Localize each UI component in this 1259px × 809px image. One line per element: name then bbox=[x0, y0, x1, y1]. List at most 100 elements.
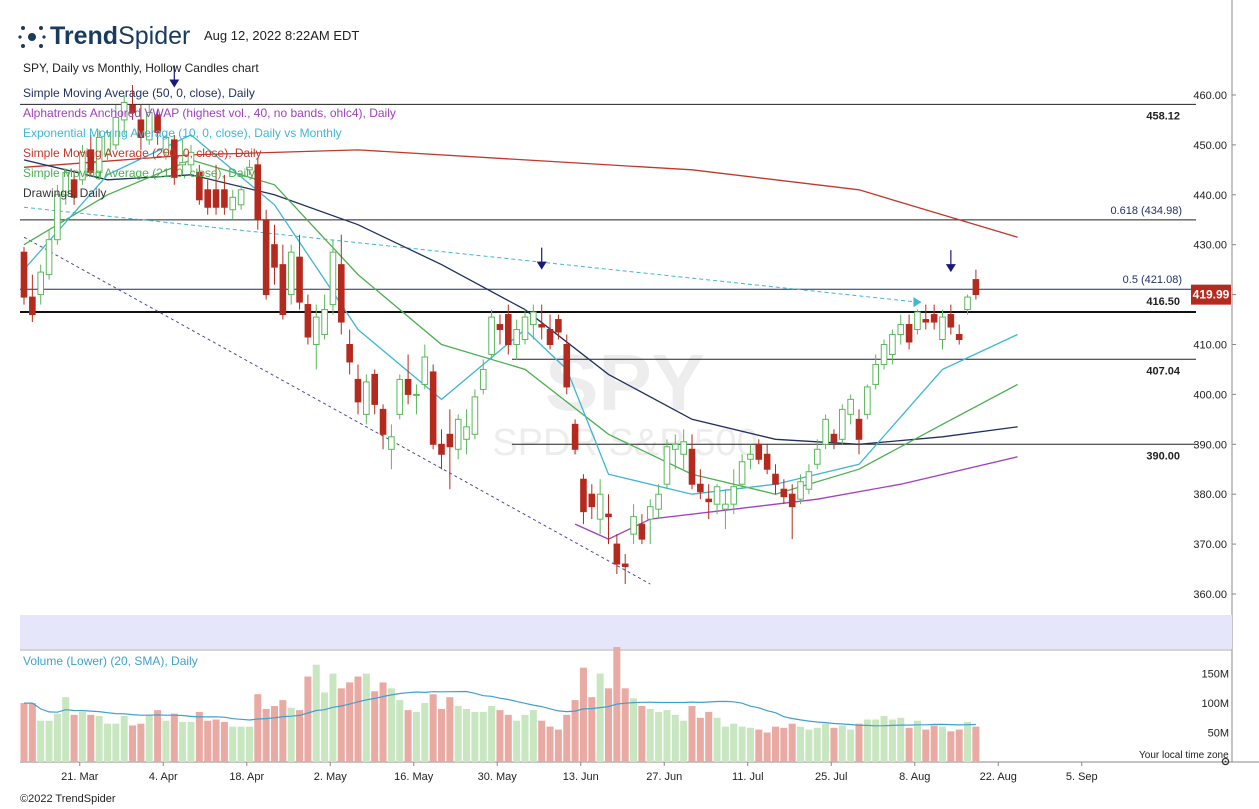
candle-body[interactable] bbox=[930, 314, 938, 323]
candle-body[interactable] bbox=[772, 473, 779, 485]
candle-body[interactable] bbox=[20, 251, 28, 298]
candle-body[interactable] bbox=[955, 334, 963, 340]
candle-body[interactable] bbox=[120, 101, 128, 121]
legend-entry[interactable]: Simple Moving Average (21, 0, close), Da… bbox=[23, 166, 255, 180]
candle-body[interactable] bbox=[312, 316, 320, 345]
candle-body[interactable] bbox=[204, 189, 211, 208]
candle-body[interactable] bbox=[722, 503, 729, 510]
candle-body[interactable] bbox=[571, 423, 579, 450]
candle-body[interactable] bbox=[112, 116, 120, 146]
candle-body[interactable] bbox=[237, 189, 245, 206]
candle-body[interactable] bbox=[296, 256, 303, 303]
candle-body[interactable] bbox=[246, 166, 253, 171]
candle-body[interactable] bbox=[396, 378, 404, 415]
candle-body[interactable] bbox=[87, 149, 95, 173]
candle-body[interactable] bbox=[897, 324, 905, 336]
legend-entry[interactable]: Simple Moving Average (200, 0, close), D… bbox=[23, 146, 262, 160]
candle-body[interactable] bbox=[371, 373, 378, 405]
candle-body[interactable] bbox=[171, 139, 178, 178]
candle-body[interactable] bbox=[454, 418, 462, 450]
candle-body[interactable] bbox=[588, 493, 596, 508]
candle-body[interactable] bbox=[70, 179, 78, 198]
candle-body[interactable] bbox=[596, 493, 604, 520]
candle-body[interactable] bbox=[872, 363, 880, 385]
candle-body[interactable] bbox=[613, 543, 621, 565]
candle-body[interactable] bbox=[630, 516, 637, 535]
candle-body[interactable] bbox=[555, 319, 562, 333]
candle-body[interactable] bbox=[563, 343, 571, 388]
candle-body[interactable] bbox=[521, 316, 529, 341]
candle-body[interactable] bbox=[29, 296, 36, 316]
candle-body[interactable] bbox=[822, 418, 829, 445]
candle-body[interactable] bbox=[145, 111, 153, 141]
candle-body[interactable] bbox=[621, 563, 629, 568]
candle-body[interactable] bbox=[889, 334, 896, 355]
candle-body[interactable] bbox=[304, 304, 312, 338]
candle-body[interactable] bbox=[271, 244, 278, 268]
candle-body[interactable] bbox=[429, 371, 437, 445]
candle-body[interactable] bbox=[880, 343, 888, 365]
legend-entry[interactable]: Drawings, Daily bbox=[23, 186, 107, 200]
candle-body[interactable] bbox=[329, 251, 337, 306]
candle-body[interactable] bbox=[847, 398, 854, 415]
candle-body[interactable] bbox=[212, 189, 220, 208]
candle-body[interactable] bbox=[855, 418, 863, 440]
candle-body[interactable] bbox=[813, 448, 821, 465]
candle-body[interactable] bbox=[788, 493, 796, 508]
candle-body[interactable] bbox=[379, 408, 387, 435]
candle-body[interactable] bbox=[672, 443, 679, 450]
candle-body[interactable] bbox=[62, 171, 70, 196]
candle-body[interactable] bbox=[262, 219, 270, 296]
candle-body[interactable] bbox=[471, 396, 479, 435]
candle-body[interactable] bbox=[104, 131, 111, 156]
candle-body[interactable] bbox=[463, 426, 470, 440]
candle-body[interactable] bbox=[839, 408, 846, 440]
candle-body[interactable] bbox=[705, 498, 713, 503]
candle-body[interactable] bbox=[37, 271, 45, 296]
candle-body[interactable] bbox=[54, 194, 61, 241]
candle-body[interactable] bbox=[321, 309, 328, 336]
trendline-dashed[interactable] bbox=[23, 236, 651, 585]
candle-body[interactable] bbox=[254, 164, 262, 221]
trendline-ema-dashed[interactable] bbox=[23, 206, 918, 303]
local-time-zone[interactable]: Your local time zone bbox=[1139, 750, 1229, 761]
candle-body[interactable] bbox=[229, 196, 237, 211]
candle-body[interactable] bbox=[730, 486, 738, 505]
candle-body[interactable] bbox=[438, 443, 445, 455]
candle-body[interactable] bbox=[388, 436, 395, 450]
candle-body[interactable] bbox=[939, 316, 946, 341]
candle-body[interactable] bbox=[747, 453, 754, 460]
candle-body[interactable] bbox=[446, 433, 454, 448]
candle-body[interactable] bbox=[363, 381, 370, 415]
candle-body[interactable] bbox=[488, 316, 495, 355]
candle-body[interactable] bbox=[646, 506, 654, 520]
candle-body[interactable] bbox=[914, 311, 921, 331]
candle-body[interactable] bbox=[279, 264, 287, 316]
candle-body[interactable] bbox=[738, 461, 746, 485]
candle-body[interactable] bbox=[221, 189, 228, 208]
candle-body[interactable] bbox=[580, 478, 587, 513]
candle-body[interactable] bbox=[546, 329, 554, 345]
candle-body[interactable] bbox=[479, 368, 487, 390]
legend-entry[interactable]: Alphatrends Anchored VWAP (highest vol.,… bbox=[23, 106, 396, 120]
settings-gear-icon[interactable] bbox=[1221, 757, 1230, 766]
candle-body[interactable] bbox=[638, 523, 646, 540]
candle-body[interactable] bbox=[187, 151, 195, 166]
candle-body[interactable] bbox=[688, 448, 696, 485]
legend-entry[interactable]: Simple Moving Average (50, 0, close), Da… bbox=[23, 86, 255, 100]
candle-body[interactable] bbox=[79, 151, 86, 181]
candle-body[interactable] bbox=[922, 319, 930, 323]
candle-body[interactable] bbox=[605, 513, 612, 518]
candle-body[interactable] bbox=[95, 136, 103, 173]
candle-body[interactable] bbox=[137, 119, 145, 138]
candle-body[interactable] bbox=[805, 471, 813, 490]
candle-body[interactable] bbox=[287, 251, 295, 296]
candle-body[interactable] bbox=[338, 264, 345, 323]
candle-body[interactable] bbox=[346, 343, 353, 363]
candle-body[interactable] bbox=[830, 433, 838, 443]
candle-body[interactable] bbox=[530, 311, 537, 326]
legend-entry[interactable]: Exponential Moving Average (10, 0, close… bbox=[23, 126, 342, 140]
candle-body[interactable] bbox=[538, 324, 546, 328]
candle-body[interactable] bbox=[947, 314, 955, 328]
